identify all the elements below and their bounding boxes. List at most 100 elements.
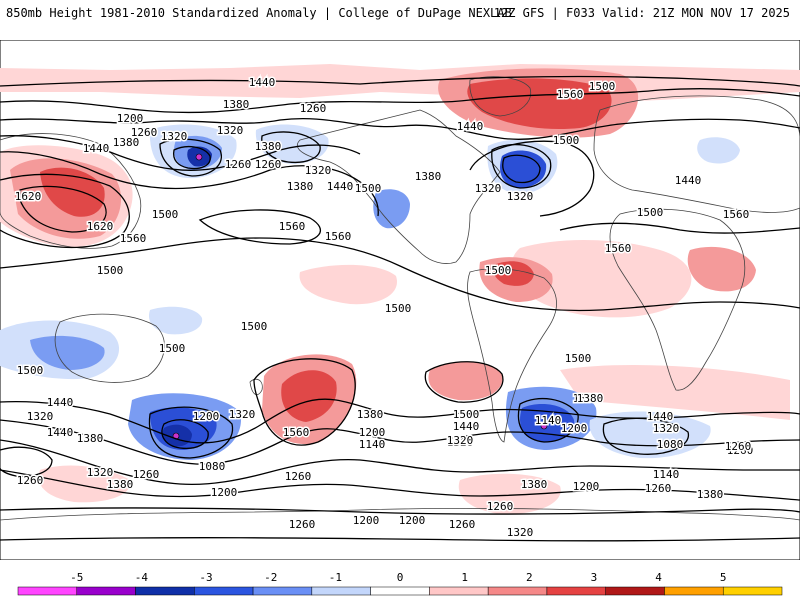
neg-anomaly-npac xyxy=(255,124,329,164)
contour-label: 1560 xyxy=(279,220,306,233)
contour-label: 1620 xyxy=(87,220,114,233)
contour-label: 1500 xyxy=(637,206,664,219)
contour-label: 1380 xyxy=(415,170,442,183)
minimum-marker-satl xyxy=(540,422,548,430)
contour-label: 1200 xyxy=(211,486,238,499)
colorbar-tick-label: -1 xyxy=(329,571,342,584)
contour-label: 1440 xyxy=(249,76,276,89)
contour-label: 1380 xyxy=(577,392,604,405)
contour-label: 1080 xyxy=(657,438,684,451)
colorbar-cell xyxy=(664,586,724,596)
coastline-africa xyxy=(609,208,746,391)
contour-label: 1200 xyxy=(561,422,588,435)
map-title: 850mb Height 1981-2010 Standardized Anom… xyxy=(6,6,512,20)
contour-label: 1320 xyxy=(87,466,114,479)
height-contours xyxy=(0,75,800,542)
colorbar-tick-label: 2 xyxy=(526,571,533,584)
contour-label: 1500 xyxy=(17,364,44,377)
neg-anomaly-kara xyxy=(697,137,740,164)
contour-label: 1500 xyxy=(152,208,179,221)
contour-label: 1320 xyxy=(507,526,534,539)
colorbar-tick-label: 3 xyxy=(591,571,598,584)
colorbar-cells xyxy=(17,586,783,596)
colorbar-cell xyxy=(17,586,78,596)
contour-label: 1260 xyxy=(487,500,514,513)
coastline-south-america xyxy=(467,268,557,443)
pos-anomaly-samerica-core xyxy=(493,261,534,286)
contour-label: 1440 xyxy=(47,426,74,439)
pos-anomaly-central-pac xyxy=(299,264,397,305)
contour-label: 1440 xyxy=(47,396,74,409)
colorbar-cell xyxy=(252,586,313,596)
contour-label: 1500 xyxy=(485,264,512,277)
pos-anomaly-africa-core xyxy=(687,246,756,292)
contour-label: 1500 xyxy=(553,134,580,147)
coastline-nz xyxy=(249,378,263,396)
pos-anomaly-south-pac-core xyxy=(281,370,337,422)
colorbar-tick-label: -5 xyxy=(70,571,83,584)
contour-label: 1380 xyxy=(255,140,282,153)
colorbar-cell xyxy=(311,586,371,596)
contour-labels: 1440 1380 1260 1200 1320 1260 1320 1440 … xyxy=(13,75,755,541)
contour-label: 1440 xyxy=(453,420,480,433)
colorbar-cell xyxy=(76,586,136,596)
contour-label: 1260 xyxy=(131,126,158,139)
colorbar-cell xyxy=(487,586,548,596)
contour-label: 1320 xyxy=(475,182,502,195)
contour-label: 1440 xyxy=(83,142,110,155)
contour-label: 1320 xyxy=(305,164,332,177)
contour-label: 1500 xyxy=(355,182,382,195)
colorbar-cell xyxy=(546,586,606,596)
coastline-australia xyxy=(54,313,165,383)
contour-label: 1320 xyxy=(447,436,474,449)
contour-label: 1320 xyxy=(229,408,256,421)
contour-label: 1380 xyxy=(107,478,134,491)
colorbar-cell xyxy=(135,586,195,596)
colorbar-cell xyxy=(194,586,254,596)
neg-anomaly-wpac-3 xyxy=(148,306,203,335)
colorbar-tick-label: 1 xyxy=(461,571,468,584)
contour-label: 1560 xyxy=(723,208,750,221)
colorbar-cell xyxy=(370,586,430,596)
contour-label: 1560 xyxy=(120,232,147,245)
contour-label: 1380 xyxy=(357,408,384,421)
neg-anomaly-wpac-2 xyxy=(30,335,105,370)
contour-label: 1560 xyxy=(325,230,352,243)
contour-label: 1200 xyxy=(399,514,426,527)
contour-label: 1260 xyxy=(285,470,312,483)
contour-label: 1260 xyxy=(645,482,672,495)
anomaly-shading xyxy=(0,64,800,515)
contour-label: 1080 xyxy=(199,460,226,473)
contour-label: 1440 xyxy=(327,180,354,193)
contour-label: 1560 xyxy=(283,426,310,439)
coastline-east-asia xyxy=(0,133,142,249)
colorbar-tick-label: 5 xyxy=(720,571,727,584)
contour-label: 1440 xyxy=(647,410,674,423)
contour-label: 1500 xyxy=(589,80,616,93)
contour-label: 1440 xyxy=(675,174,702,187)
colorbar: -5 -4 -3 -2 -1 0 1 2 3 4 5 xyxy=(17,571,783,596)
contour-label: 1260 xyxy=(725,440,752,453)
pos-anomaly-south-2 xyxy=(38,465,131,503)
colorbar-tick-label: -4 xyxy=(135,571,149,584)
contour-label: 1380 xyxy=(77,432,104,445)
contour-label: 1140 xyxy=(359,438,386,451)
contour-label: 1620 xyxy=(15,190,42,203)
contour-label: 1260 xyxy=(727,444,754,457)
contour-label: 1320 xyxy=(217,124,244,137)
neg-anomaly-west-us xyxy=(373,189,410,229)
contour-label: 1320 xyxy=(653,422,680,435)
model-valid-time: 12Z GFS | F033 Valid: 21Z MON NOV 17 202… xyxy=(493,6,790,20)
contour-label: 1320 xyxy=(447,434,474,447)
contour-label: 1380 xyxy=(113,136,140,149)
colorbar-tick-label: -3 xyxy=(199,571,212,584)
contour-label: 1380 xyxy=(697,488,724,501)
contour-label: 1260 xyxy=(17,474,44,487)
contour-label: 1260 xyxy=(255,158,282,171)
contour-label: 1380 xyxy=(223,98,250,111)
contour-label: 1200 xyxy=(359,426,386,439)
contour-label: 1560 xyxy=(557,88,584,101)
pos-anomaly-east-asia-3 xyxy=(40,167,105,217)
pos-anomaly-south-1 xyxy=(458,473,561,515)
contour-label: 1200 xyxy=(117,112,144,125)
